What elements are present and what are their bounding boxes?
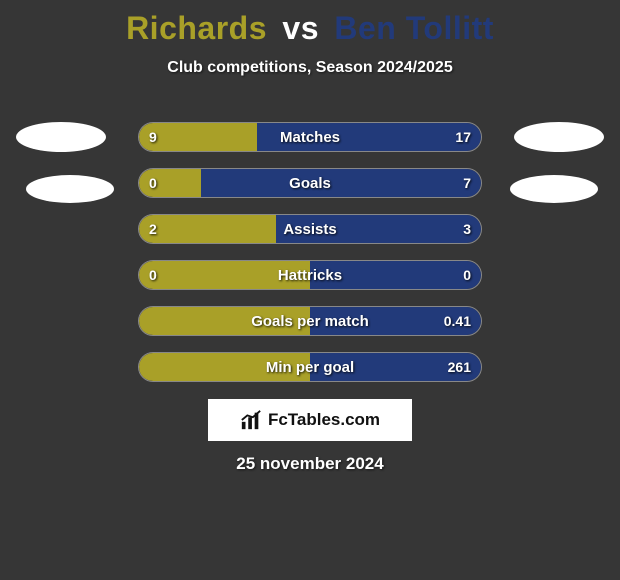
subtitle: Club competitions, Season 2024/2025 bbox=[0, 59, 620, 77]
player1-badge-1 bbox=[16, 122, 106, 152]
stat-row: Goals07 bbox=[138, 168, 482, 198]
player2-badge-2 bbox=[510, 175, 598, 203]
stat-bar-left bbox=[139, 169, 201, 197]
stat-bar-left bbox=[139, 353, 310, 381]
player1-name: Richards bbox=[126, 10, 267, 46]
stat-row: Matches917 bbox=[138, 122, 482, 152]
stat-bar-right bbox=[276, 215, 481, 243]
footer-date: 25 november 2024 bbox=[0, 454, 620, 474]
brand-footer: FcTables.com bbox=[208, 399, 412, 441]
stat-row: Hattricks00 bbox=[138, 260, 482, 290]
stat-bar-left bbox=[139, 123, 257, 151]
stat-row: Assists23 bbox=[138, 214, 482, 244]
stat-bar-left bbox=[139, 215, 276, 243]
chart-icon bbox=[240, 409, 262, 431]
stat-bar-left bbox=[139, 261, 310, 289]
player1-badge-2 bbox=[26, 175, 114, 203]
stat-bar-right bbox=[310, 307, 481, 335]
stat-bar-right bbox=[310, 353, 481, 381]
player2-name: Ben Tollitt bbox=[334, 10, 494, 46]
stat-bar-left bbox=[139, 307, 310, 335]
stats-bars: Matches917 Goals07 Assists23 Hattricks00 Goa… bbox=[138, 122, 482, 398]
stat-row: Goals per match0.41 bbox=[138, 306, 482, 336]
brand-text: FcTables.com bbox=[268, 410, 380, 430]
stat-row: Min per goal261 bbox=[138, 352, 482, 382]
vs-separator: vs bbox=[282, 10, 319, 46]
comparison-title: Richards vs Ben Tollitt bbox=[0, 0, 620, 47]
stat-bar-right bbox=[201, 169, 481, 197]
player2-badge-1 bbox=[514, 122, 604, 152]
stat-bar-right bbox=[310, 261, 481, 289]
stat-bar-right bbox=[257, 123, 481, 151]
